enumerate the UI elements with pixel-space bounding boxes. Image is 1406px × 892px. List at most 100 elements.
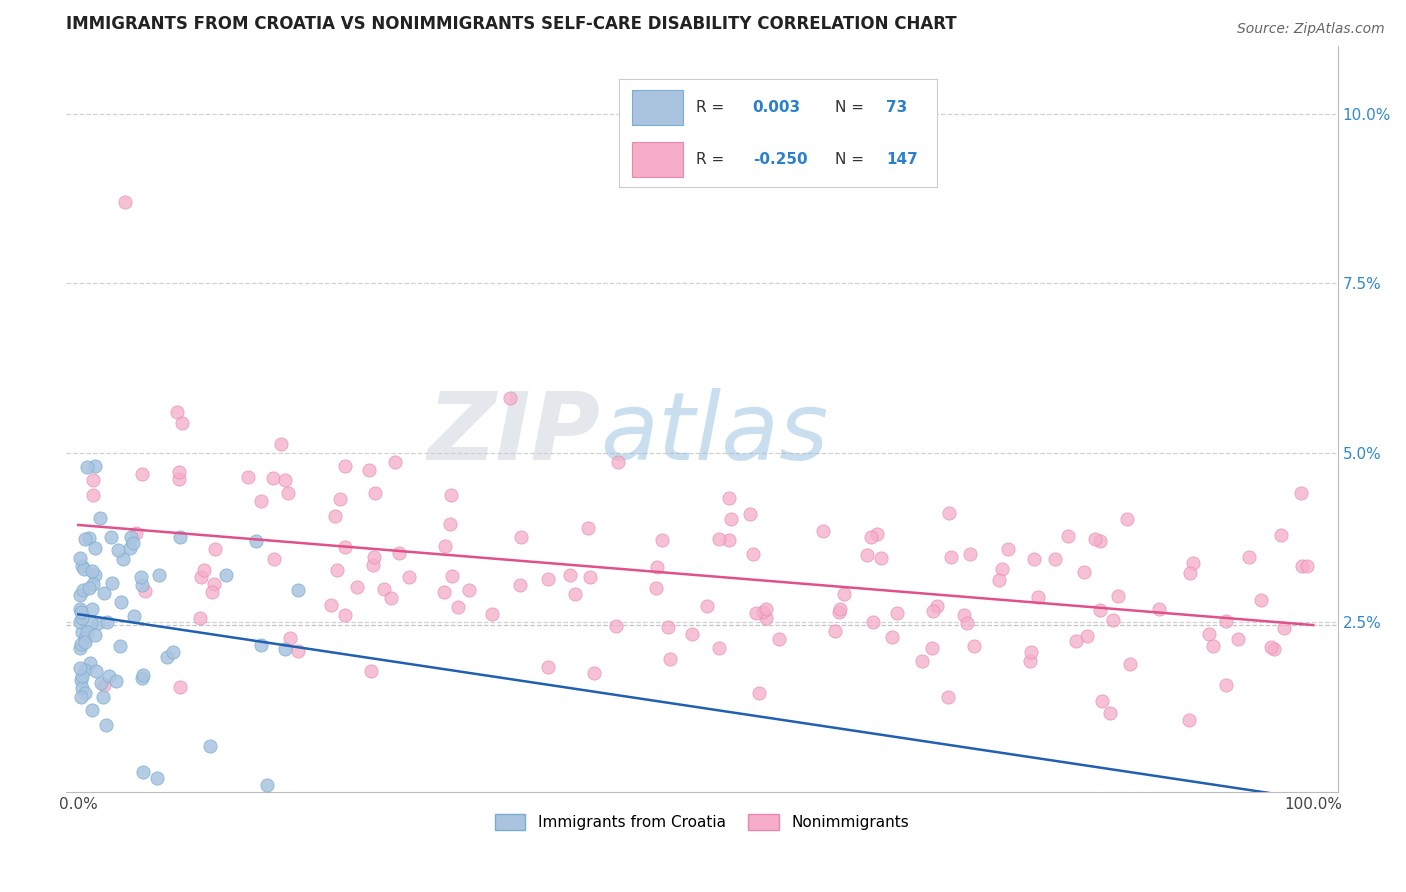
Point (1147, 601, 1170, 615)
Point (69, 601, 91, 615)
Point (120, 530, 142, 544)
Point (162, 645, 184, 659)
Point (70, 690, 93, 704)
Point (956, 615, 979, 630)
Point (921, 640, 943, 655)
Point (432, 585, 454, 599)
Point (659, 652, 682, 666)
Point (744, 606, 766, 620)
Point (132, 764, 155, 779)
Point (1289, 486, 1312, 500)
Point (82, 602, 104, 616)
Point (1073, 565, 1095, 579)
Point (131, 671, 153, 685)
Point (204, 541, 226, 556)
Point (87, 616, 110, 631)
Point (270, 437, 292, 451)
Point (333, 607, 356, 622)
Text: IMMIGRANTS FROM CROATIA VS NONIMMIGRANTS SELF-CARE DISABILITY CORRELATION CHART: IMMIGRANTS FROM CROATIA VS NONIMMIGRANTS… (66, 15, 956, 33)
Point (953, 607, 976, 622)
Point (108, 639, 131, 653)
Point (718, 533, 741, 547)
Point (167, 465, 190, 479)
Point (93, 586, 115, 600)
Point (77, 531, 100, 545)
Point (388, 546, 411, 560)
Point (657, 620, 679, 634)
Point (170, 417, 193, 431)
Point (755, 602, 778, 616)
Point (70, 637, 93, 651)
Point (938, 506, 960, 520)
Point (537, 660, 560, 674)
Point (997, 542, 1019, 557)
Point (131, 467, 153, 481)
Point (1076, 630, 1098, 644)
Point (363, 486, 385, 500)
Point (707, 532, 730, 546)
Point (1215, 678, 1237, 692)
Point (97, 669, 120, 683)
Point (1102, 613, 1125, 627)
Point (925, 599, 948, 613)
Point (481, 607, 503, 621)
Point (69, 551, 91, 566)
Point (433, 539, 456, 553)
Point (90, 676, 112, 690)
Point (69, 641, 91, 656)
Point (447, 599, 470, 614)
Point (70, 610, 93, 624)
Point (645, 581, 668, 595)
Point (287, 583, 309, 598)
Point (131, 577, 153, 591)
Point (828, 605, 851, 619)
Point (537, 572, 560, 586)
Point (866, 527, 889, 541)
Point (717, 491, 740, 506)
Text: atlas: atlas (600, 388, 828, 479)
Point (830, 602, 852, 616)
Point (1291, 559, 1313, 574)
Text: ZIP: ZIP (427, 388, 600, 480)
Point (651, 533, 673, 548)
Point (125, 525, 148, 540)
Point (256, 778, 278, 792)
Point (1177, 713, 1199, 727)
Point (72, 582, 94, 597)
Point (110, 594, 132, 608)
Point (1107, 590, 1129, 604)
Point (645, 559, 668, 574)
Point (156, 650, 179, 665)
Point (1019, 645, 1042, 659)
Point (69, 615, 91, 629)
Point (80, 703, 103, 717)
Point (579, 569, 602, 583)
Point (287, 644, 309, 658)
Point (107, 542, 129, 557)
Point (1088, 533, 1111, 548)
Point (82, 474, 104, 488)
Point (335, 540, 357, 554)
Point (193, 562, 215, 576)
Point (963, 639, 986, 653)
Point (754, 611, 776, 625)
Point (939, 549, 962, 564)
Point (1198, 627, 1220, 641)
Point (811, 524, 834, 539)
Point (236, 469, 259, 483)
Point (1260, 640, 1282, 654)
Point (1250, 593, 1272, 607)
Point (1057, 529, 1080, 543)
Point (169, 680, 191, 694)
Point (1022, 552, 1045, 566)
Point (384, 455, 406, 469)
Point (69, 588, 91, 602)
Legend: Immigrants from Croatia, Nonimmigrants: Immigrants from Croatia, Nonimmigrants (489, 808, 915, 837)
Point (70, 625, 93, 640)
Point (166, 405, 188, 419)
Point (1227, 632, 1250, 647)
Point (859, 530, 882, 544)
Point (440, 487, 463, 501)
Point (1084, 533, 1107, 547)
Point (1019, 655, 1042, 669)
